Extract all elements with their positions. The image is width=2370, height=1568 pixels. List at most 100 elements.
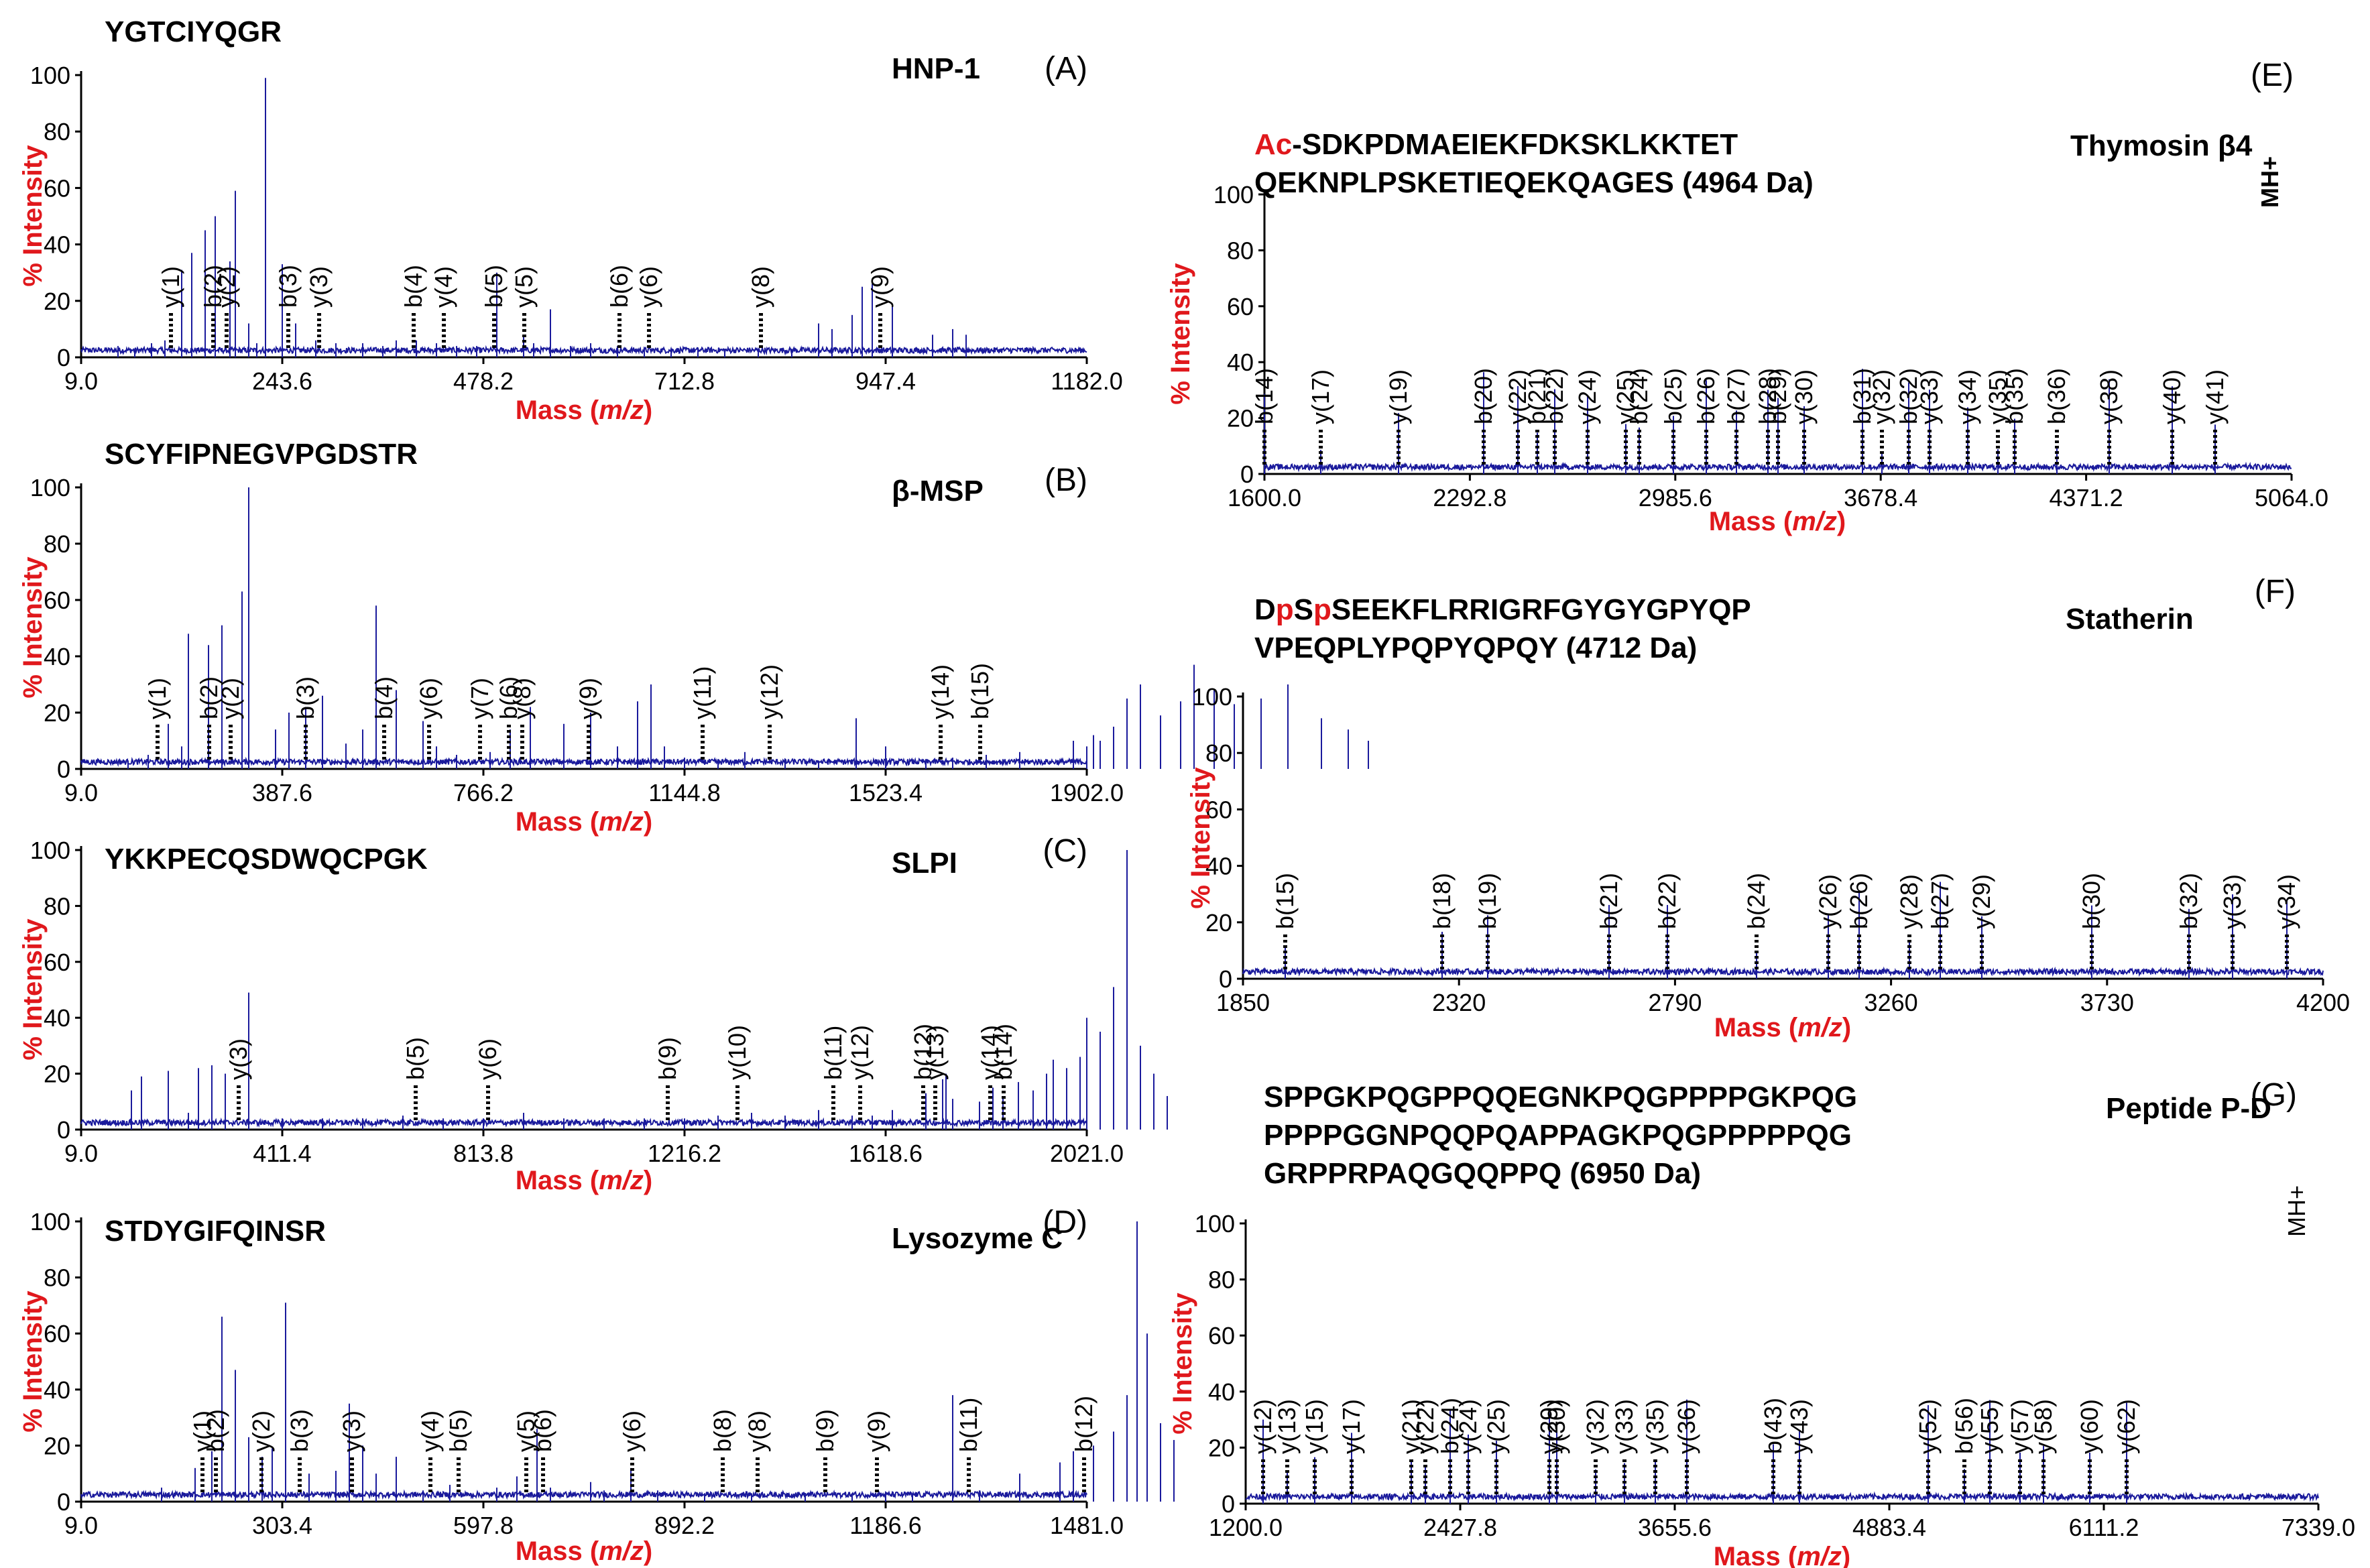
sequence-line: VPEQPLYPQPYQPQY (4712 Da) (1254, 631, 1697, 664)
x-tick-label: 243.6 (252, 367, 312, 395)
y-tick-label: 40 (44, 1004, 70, 1032)
sequence-segment: S (1294, 593, 1313, 626)
x-tick-label: 478.2 (453, 367, 514, 395)
sequence-line: QEKNPLPSKETIEQEKQAGES (4964 Da) (1254, 166, 1814, 199)
fragment-label: y(34) (2273, 874, 2300, 929)
y-tick-label: 100 (30, 837, 70, 864)
fragment-label: b(32) (1895, 368, 1922, 424)
y-tick-label: 0 (57, 756, 70, 783)
fragment-label: y(8) (744, 1410, 771, 1452)
sequence-segment: p (1276, 593, 1294, 626)
x-tick-label: 5064.0 (2255, 484, 2328, 511)
y-axis-title: % Intensity (18, 918, 48, 1061)
x-axis-title-italic: m/z (1792, 507, 1837, 536)
y-tick-label: 100 (1213, 181, 1254, 208)
fragment-label: b(31) (1848, 368, 1876, 424)
fragment-label: y(32) (1582, 1399, 1609, 1454)
x-tick-label: 1902.0 (1050, 779, 1124, 806)
x-tick-label: 947.4 (855, 367, 916, 395)
x-axis-title: Mass (m/z) (1714, 1542, 1851, 1568)
x-tick-label: 3678.4 (1844, 484, 1917, 511)
y-tick-label: 60 (44, 587, 70, 614)
fragment-label: b(27) (1926, 873, 1954, 929)
panel-letter: (E) (2251, 58, 2294, 93)
sequence-line: YGTCIYQGR (105, 15, 282, 48)
fragment-label: y(33) (1610, 1399, 1638, 1454)
x-tick-label: 9.0 (64, 779, 98, 806)
fragment-label: y(3) (225, 1038, 252, 1080)
fragment-label: y(32) (1868, 369, 1895, 424)
x-axis-title-prefix: Mass ( (516, 1166, 599, 1195)
fragment-label: y(29) (1968, 874, 1995, 929)
protein-name: β-MSP (892, 475, 984, 507)
fragment-label: y(25) (1612, 369, 1639, 424)
x-tick-label: 597.8 (453, 1512, 514, 1539)
fragment-label: b(30) (2078, 873, 2105, 929)
x-axis-title-prefix: Mass ( (1714, 1542, 1797, 1568)
y-tick-label: 80 (44, 892, 70, 920)
fragment-label: b(11) (819, 1026, 847, 1080)
fragment-label: y(40) (2158, 369, 2186, 424)
y-axis-title: % Intensity (1168, 1292, 1197, 1435)
fragment-label: b(26) (1845, 873, 1873, 929)
x-tick-label: 3260 (1864, 989, 1918, 1016)
panel-D: STDYGIFQINSR Lysozyme C(D) 9.0 303.4 597.8 89… (18, 1205, 1175, 1566)
x-tick-label: 1600.0 (1228, 484, 1301, 511)
spectrum-baseline (80, 1117, 1087, 1128)
y-tick-label: 60 (44, 174, 70, 202)
fragment-label: y(13) (1273, 1399, 1301, 1454)
y-tick-label: 0 (57, 1116, 70, 1144)
y-tick-label: 100 (30, 1208, 70, 1235)
fragment-label: b(14) (1250, 368, 1278, 424)
fragment-label: b(21) (1595, 873, 1622, 929)
fragment-label: y(9) (863, 1410, 890, 1452)
fragment-label: y(17) (1307, 369, 1334, 424)
fragment-label: b(36) (2043, 368, 2070, 424)
panel-E: Ac-SDKPDMAEIEKFDKSKLKKTET QEKNPLPSKETIEQE… (1166, 58, 2328, 536)
x-tick-label: 1144.8 (648, 779, 720, 806)
fragment-label: b(12) (1070, 1396, 1098, 1452)
fragment-label: y(6) (618, 1410, 646, 1452)
y-tick-label: 60 (44, 949, 70, 976)
sequence-line: DpSpSEEKFLRRIGRFGYGYGPYQP (1254, 593, 1751, 626)
protein-name: Peptide P-D (2106, 1092, 2271, 1125)
sequence-line: SCYFIPNEGVPGDSTR (105, 438, 418, 471)
fragment-label: b(29) (1764, 368, 1791, 424)
fragment-label: b(6) (605, 265, 633, 308)
fragment-label: b(3) (274, 265, 302, 308)
fragment-label: b(4) (400, 265, 427, 308)
y-tick-label: 60 (1205, 796, 1232, 823)
fragment-label: b(32) (2175, 873, 2202, 929)
fragment-label: y(35) (1984, 369, 2011, 424)
y-tick-label: 80 (44, 1264, 70, 1292)
sequence-segment: QEKNPLPSKETIEQEKQAGES (4964 Da) (1254, 166, 1814, 199)
y-tick-label: 60 (1227, 293, 1254, 320)
fragment-label: y(12) (1249, 1399, 1277, 1454)
fragment-label: y(5) (510, 266, 538, 308)
fragment-label: y(33) (1915, 369, 1943, 424)
x-tick-label: 3655.6 (1638, 1514, 1712, 1541)
x-tick-label: 2320 (1432, 989, 1486, 1016)
fragment-label: b(25) (1659, 368, 1687, 424)
fragment-label: y(38) (2095, 369, 2123, 424)
sequence-segment: -SDKPDMAEIEKFDKSKLKKTET (1292, 128, 1738, 161)
fragment-label: b(21) (1523, 368, 1551, 424)
x-axis-title-suffix: ) (644, 807, 652, 837)
fragment-label: y(30) (1543, 1399, 1570, 1454)
y-tick-label: 80 (1205, 739, 1232, 767)
y-tick-label: 40 (44, 643, 70, 670)
x-axis-title-prefix: Mass ( (516, 807, 599, 837)
fragment-label: y(6) (415, 678, 442, 719)
protein-name: SLPI (892, 847, 957, 880)
fragment-label: y(2) (217, 678, 244, 719)
fragment-label: y(10) (723, 1025, 751, 1080)
spectrum-baseline (80, 345, 1087, 356)
y-axis-title: % Intensity (18, 145, 48, 287)
y-tick-label: 0 (57, 344, 70, 371)
sequence-segment: PPPPGGNPQQPQAPPAGKPQGPPPPPQG (1264, 1119, 1852, 1152)
mh-label: MH+ (2283, 1185, 2310, 1237)
fragment-label: b(6) (529, 1409, 556, 1452)
fragment-label: b(15) (1271, 873, 1299, 929)
x-tick-label: 2021.0 (1050, 1140, 1124, 1167)
